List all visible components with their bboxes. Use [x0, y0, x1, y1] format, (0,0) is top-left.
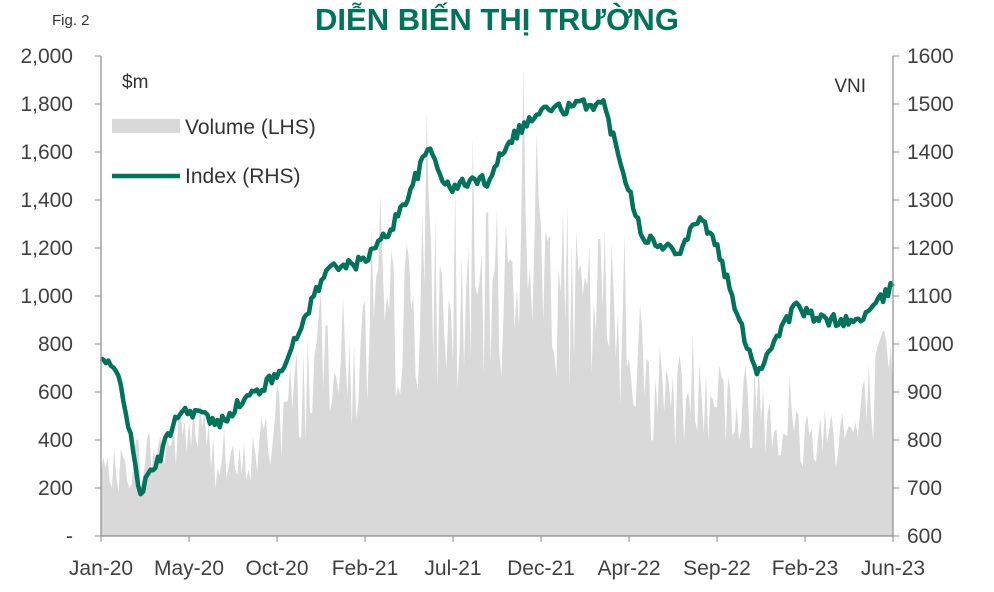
- right-tick-label: 700: [907, 477, 942, 500]
- right-axis-unit: VNI: [834, 76, 866, 97]
- right-tick-label: 1400: [907, 141, 954, 164]
- x-tick-label: Apr-22: [597, 557, 660, 580]
- x-axis: Jan-20 May-20 Oct-20 Feb-21 Jul-21 Dec-21 Apr-…: [69, 536, 925, 580]
- left-axis-unit: $m: [122, 72, 148, 93]
- right-tick-label: 1000: [907, 333, 954, 356]
- left-tick-label: 1,000: [20, 285, 73, 308]
- x-tick-label: Oct-20: [245, 557, 308, 580]
- x-tick-label: Feb-23: [772, 557, 839, 580]
- left-tick-label: -: [66, 525, 73, 548]
- x-tick-label: Sep-22: [683, 557, 751, 580]
- legend: Volume (LHS) Index (RHS): [112, 116, 316, 188]
- x-tick-label: Jan-20: [69, 557, 133, 580]
- x-tick-label: Jun-23: [861, 557, 925, 580]
- legend-volume-label: Volume (LHS): [185, 116, 316, 139]
- figure-label: Fig. 2: [52, 12, 90, 29]
- x-tick-label: Feb-21: [332, 557, 399, 580]
- index-line: [99, 97, 895, 497]
- left-tick-label: 200: [38, 477, 73, 500]
- left-tick-label: 400: [38, 429, 73, 452]
- volume-area: [101, 68, 893, 536]
- left-tick-label: 1,400: [20, 189, 73, 212]
- right-tick-label: 1600: [907, 45, 954, 68]
- legend-volume-swatch: [112, 119, 180, 133]
- index-layer: [99, 97, 895, 497]
- left-tick-label: 1,600: [20, 141, 73, 164]
- x-tick-label: Jul-21: [424, 557, 481, 580]
- right-tick-label: 800: [907, 429, 942, 452]
- right-tick-label: 1500: [907, 93, 954, 116]
- right-tick-label: 600: [907, 525, 942, 548]
- x-tick-label: Dec-21: [507, 557, 575, 580]
- right-tick-label: 1100: [907, 285, 952, 308]
- legend-index-label: Index (RHS): [185, 165, 301, 188]
- right-tick-label: 900: [907, 381, 942, 404]
- chart-title: DIỄN BIẾN THỊ TRƯỜNG: [315, 2, 679, 37]
- volume-layer: [101, 68, 893, 536]
- left-tick-label: 800: [38, 333, 73, 356]
- left-tick-label: 600: [38, 381, 73, 404]
- left-tick-label: 1,800: [20, 93, 73, 116]
- left-tick-label: 1,200: [20, 237, 73, 260]
- right-axis: 600 700 800 900 1000 1100 1200 1300 1400 1500 1600: [893, 45, 954, 548]
- right-tick-label: 1300: [907, 189, 954, 212]
- right-tick-label: 1200: [907, 237, 954, 260]
- left-tick-label: 2,000: [20, 45, 73, 68]
- x-tick-label: May-20: [154, 557, 224, 580]
- left-axis: - 200 400 600 800 1,000 1,200 1,400 1,600 1,800 2,…: [20, 45, 101, 548]
